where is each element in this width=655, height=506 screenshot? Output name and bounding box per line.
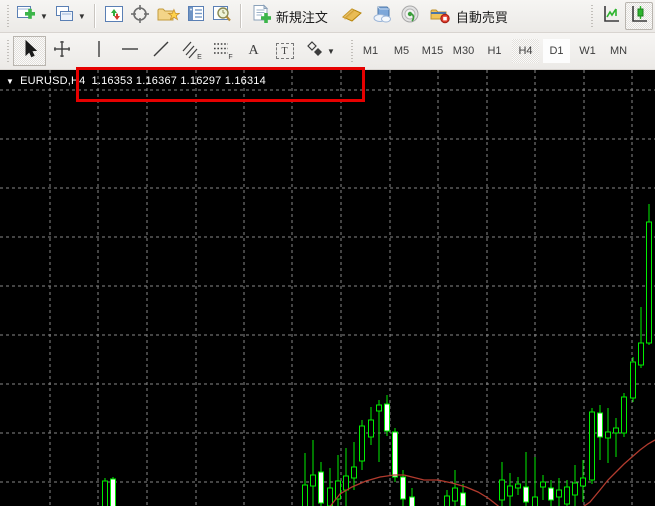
channel-subscript: E [197,54,202,61]
equidistant-channel-icon [181,39,199,64]
broadcast-signal-icon [400,4,422,29]
data-window-button[interactable] [127,2,153,30]
new-order-icon [250,3,272,30]
new-order-button[interactable]: 新規注文 [247,2,331,30]
timeframe-mn-button[interactable]: MN [609,45,628,57]
timeframe-m15-button[interactable]: M15 [421,45,444,57]
chart-quote-line: ▼ EURUSD,H4 1.16353 1.16367 1.16297 1.16… [6,75,266,87]
timeframe-m30-button[interactable]: M30 [452,45,475,57]
new-chart-button[interactable]: ▼ [13,2,51,30]
bar-chart-mode-button[interactable] [597,2,625,30]
separator [93,4,96,28]
terminal-button[interactable] [183,2,209,30]
main-toolbar: ▼ ▼ [0,0,655,33]
new-chart-icon [16,4,38,29]
timeframe-m1-button[interactable]: M1 [362,45,379,57]
timeframe-h1-button[interactable]: H1 [487,45,502,57]
chart-canvas[interactable] [0,70,655,506]
fibonacci-icon [212,39,230,64]
separator [239,4,242,28]
candlestick-mode-button[interactable] [625,2,653,30]
text-tool-button[interactable]: A [238,37,269,65]
market-watch-button[interactable] [101,2,127,30]
chevron-down-icon: ▼ [327,46,335,56]
autotrading-button[interactable]: 自動売買 [425,2,511,30]
arrows-icon [305,39,325,64]
metaeditor-button[interactable] [337,2,367,30]
text-label-icon: T [275,43,294,59]
folder-star-icon [156,4,181,29]
signals-button[interactable] [397,2,425,30]
navigator-button[interactable] [153,2,183,30]
toolbar-grip[interactable] [5,40,10,62]
market-watch-icon [104,4,124,29]
line-chart-icon [600,3,622,30]
crosshair-target-icon [130,4,150,29]
strategy-tester-button[interactable] [209,2,235,30]
trendline-tool-button[interactable] [145,37,176,65]
fibonacci-tool-button[interactable]: F [207,37,238,65]
toolbar-grip[interactable] [349,40,354,62]
vertical-line-icon [89,39,109,64]
horizontal-line-tool-button[interactable] [114,37,145,65]
equidistant-channel-tool-button[interactable]: E [176,37,207,65]
quote-values: 1.16353 1.16367 1.16297 1.16314 [91,75,266,87]
cursor-tool-button[interactable] [13,36,46,66]
magnifier-window-icon [212,4,232,29]
cursor-arrow-icon [21,39,39,64]
arrows-tool-button[interactable]: ▼ [300,37,340,65]
collapse-triangle-icon[interactable]: ▼ [6,76,15,86]
timeframe-m5-button[interactable]: M5 [393,45,410,57]
cloud-cube-icon [370,4,394,29]
crosshair-tool-button[interactable] [46,37,77,65]
chart-area[interactable]: ▼ EURUSD,H4 1.16353 1.16367 1.16297 1.16… [0,70,655,506]
crosshair-icon [52,39,72,64]
new-order-label: 新規注文 [275,9,328,25]
autotrading-icon [428,4,452,29]
chart-symbol: EURUSD,H4 [20,75,86,87]
tools-toolbar: E F A T [0,33,655,102]
terminal-list-icon [186,4,206,29]
fibo-subscript: F [228,54,233,61]
candlestick-icon [628,3,650,30]
timeframe-group: M1 M5 M15 M30 H1 H4 D1 W1 MN [357,39,653,63]
community-button[interactable] [367,2,397,30]
timeframe-d1-button[interactable]: D1 [543,39,570,63]
chevron-down-icon: ▼ [40,11,48,21]
toolbar-grip[interactable] [5,5,10,27]
chevron-down-icon: ▼ [77,11,86,21]
line-studies-group: E F A T [77,37,346,65]
profiles-icon [54,4,76,29]
text-tool-icon: A [248,43,259,58]
metaeditor-book-icon [340,4,364,29]
text-label-tool-button[interactable]: T [269,37,300,65]
timeframe-h4-button[interactable]: H4 [512,39,539,63]
profiles-button[interactable]: ▼ [51,2,89,30]
trendline-icon [151,39,171,64]
toolbar-grip[interactable] [589,5,594,27]
vertical-line-tool-button[interactable] [83,37,114,65]
horizontal-line-icon [120,39,140,64]
timeframe-w1-button[interactable]: W1 [579,45,596,57]
autotrading-label: 自動売買 [455,9,508,25]
